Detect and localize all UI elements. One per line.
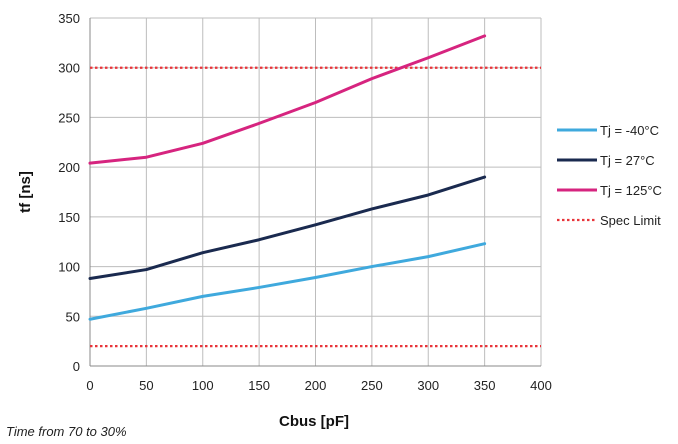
y-tick-label: 250 bbox=[58, 110, 80, 125]
series-line bbox=[88, 34, 487, 165]
series-lines bbox=[88, 34, 541, 348]
x-tick-label: 200 bbox=[305, 378, 327, 393]
x-tick-label: 150 bbox=[248, 378, 270, 393]
y-tick-label: 0 bbox=[73, 359, 80, 374]
series-line bbox=[88, 242, 487, 321]
x-tick-label: 350 bbox=[474, 378, 496, 393]
x-tick-label: 250 bbox=[361, 378, 383, 393]
legend-label: Tj = -40°C bbox=[600, 123, 659, 138]
x-axis-title: Cbus [pF] bbox=[279, 413, 349, 430]
x-tick-label: 50 bbox=[139, 378, 153, 393]
footnote: Time from 70 to 30% bbox=[6, 424, 127, 439]
y-tick-label: 350 bbox=[58, 11, 80, 26]
axes bbox=[89, 18, 541, 367]
tick-labels: 0 50 100 150 200 250 300 350 400 0 50 100 150 200 250 3… bbox=[58, 11, 552, 393]
legend-label: Spec Limit bbox=[600, 213, 661, 228]
y-tick-label: 300 bbox=[58, 61, 80, 76]
legend-label: Tj = 125°C bbox=[600, 183, 662, 198]
legend: Tj = -40°C Tj = 27°C Tj = 125°C Spec Limit bbox=[557, 123, 662, 228]
y-axis-title: tf [ns] bbox=[17, 171, 34, 213]
y-tick-label: 150 bbox=[58, 210, 80, 225]
x-tick-label: 0 bbox=[86, 378, 93, 393]
y-tick-label: 50 bbox=[66, 309, 80, 324]
x-tick-label: 300 bbox=[417, 378, 439, 393]
y-tick-label: 200 bbox=[58, 160, 80, 175]
series-line bbox=[88, 175, 487, 281]
legend-label: Tj = 27°C bbox=[600, 153, 655, 168]
grid bbox=[89, 17, 542, 367]
x-tick-label: 400 bbox=[530, 378, 552, 393]
y-tick-label: 100 bbox=[58, 260, 80, 275]
x-tick-label: 100 bbox=[192, 378, 214, 393]
